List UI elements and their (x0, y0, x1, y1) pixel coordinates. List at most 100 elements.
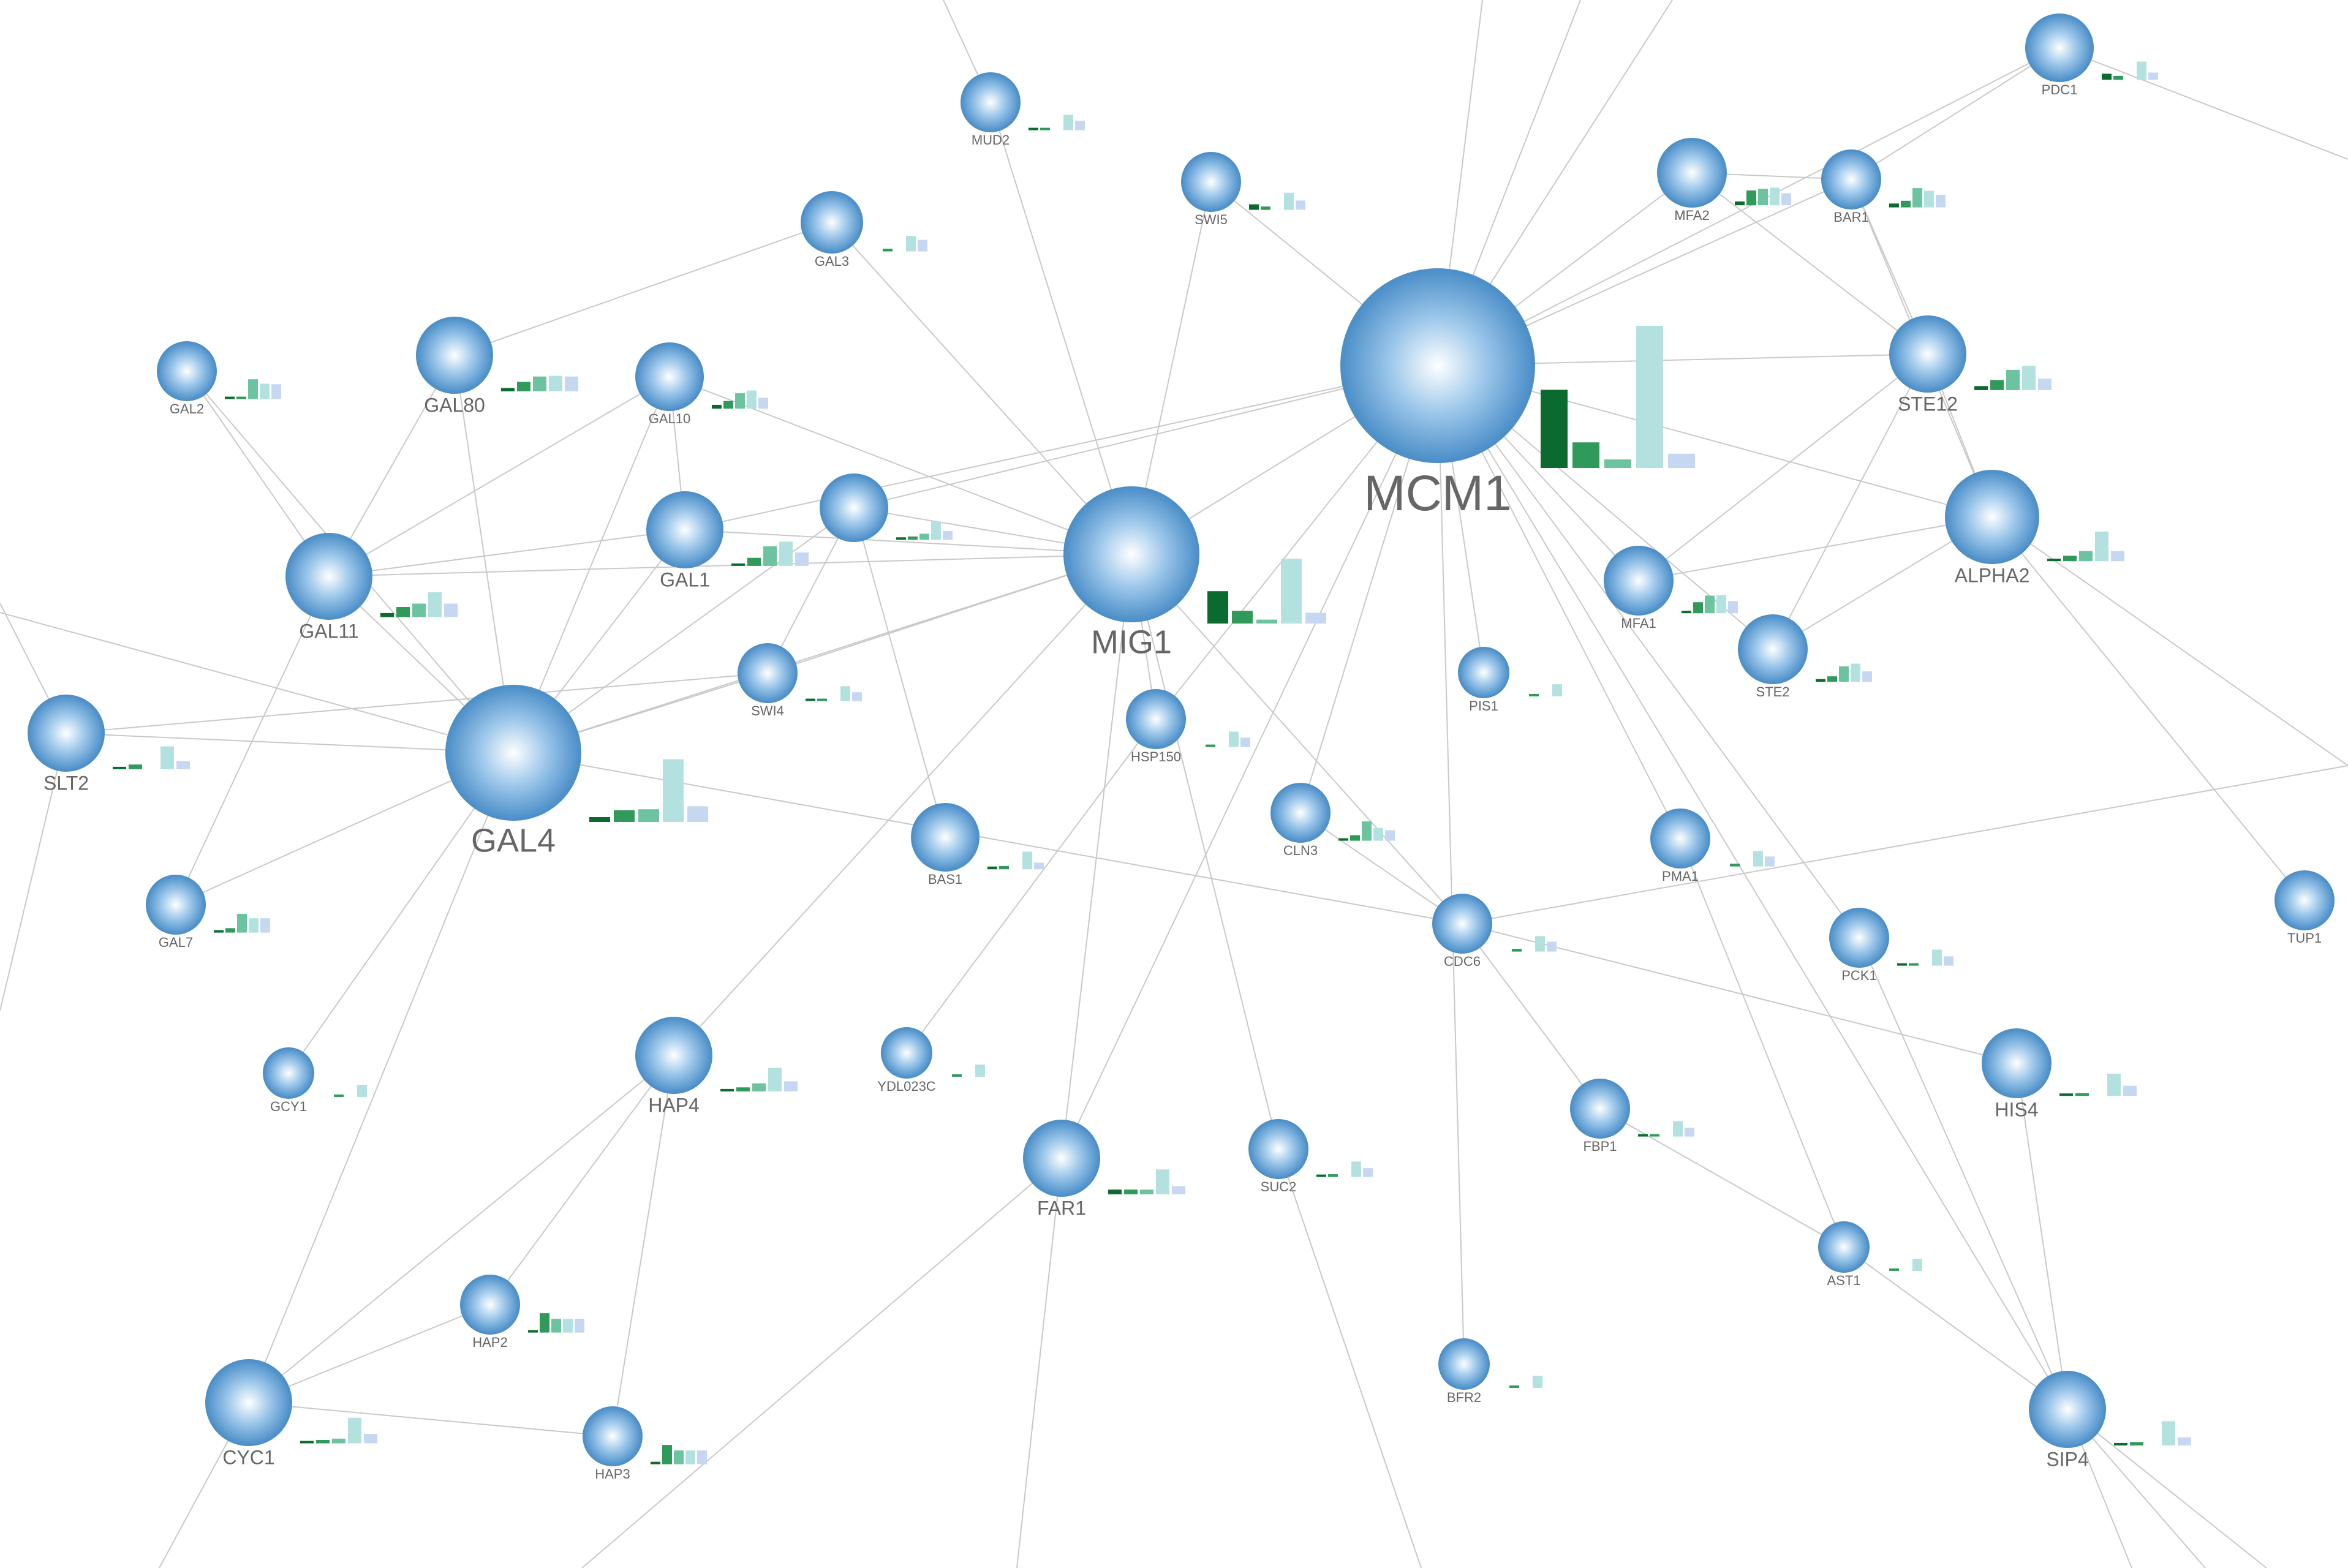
node-circle[interactable] (460, 1275, 520, 1335)
node-circle[interactable] (961, 72, 1021, 132)
node-gal7[interactable]: GAL7 (146, 875, 270, 950)
node-fbp1[interactable]: FBP1 (1570, 1079, 1694, 1154)
node-circle[interactable] (2274, 870, 2335, 930)
node-alpha2[interactable]: ALPHA2 (1945, 470, 2124, 586)
node-sip4[interactable]: SIP4 (2029, 1371, 2191, 1470)
node-label: SUC2 (1261, 1179, 1297, 1194)
node-hap4[interactable]: HAP4 (635, 1017, 798, 1116)
node-mcm1[interactable]: MCM1 (1340, 268, 1695, 521)
node-ste12[interactable]: STE12 (1889, 315, 2052, 415)
node-his4[interactable]: HIS4 (1982, 1028, 2137, 1120)
node-swi5[interactable]: SWI5 (1181, 152, 1305, 227)
expression-bar (908, 536, 918, 540)
node-slt2[interactable]: SLT2 (28, 695, 190, 794)
node-circle[interactable] (635, 342, 704, 411)
node-gcy1[interactable]: GCY1 (263, 1047, 367, 1114)
node-swi4[interactable]: SWI4 (738, 643, 862, 718)
node-pis1[interactable]: PIS1 (1458, 647, 1562, 714)
node-pma1[interactable]: PMA1 (1650, 809, 1775, 884)
node-circle[interactable] (1063, 486, 1199, 622)
node-circle[interactable] (1340, 268, 1535, 463)
node-circle[interactable] (583, 1406, 643, 1466)
node-circle[interactable] (157, 341, 217, 401)
node-pdc1[interactable]: PDC1 (2025, 13, 2158, 97)
node-ydl023c[interactable]: YDL023C (877, 1027, 985, 1094)
node-gal4[interactable]: GAL4 (445, 685, 708, 859)
node-cln3[interactable]: CLN3 (1270, 783, 1395, 858)
node-cyc1[interactable]: CYC1 (205, 1359, 377, 1468)
node-circle[interactable] (1982, 1028, 2052, 1098)
node-mig1[interactable]: MIG1 (1063, 486, 1326, 660)
node-hap2[interactable]: HAP2 (460, 1275, 584, 1350)
node-circle[interactable] (1270, 783, 1331, 843)
node-mud2[interactable]: MUD2 (961, 72, 1085, 148)
edge-hsp150-ydl023c (906, 718, 1157, 1054)
node-bas1[interactable]: BAS1 (911, 803, 1044, 887)
expression-bar (533, 376, 546, 391)
node-circle[interactable] (285, 533, 372, 620)
expression-bar (2022, 366, 2036, 390)
node-circle[interactable] (1821, 149, 1881, 209)
expression-bar (752, 1083, 766, 1091)
node-circle[interactable] (1738, 614, 1808, 684)
node-label: HAP2 (472, 1335, 507, 1350)
node-circle[interactable] (820, 473, 888, 542)
node-circle[interactable] (1438, 1338, 1490, 1390)
expression-bar (614, 810, 635, 822)
node-bfr2[interactable]: BFR2 (1438, 1338, 1542, 1405)
node-circle[interactable] (1023, 1120, 1100, 1197)
node-circle[interactable] (1126, 689, 1186, 749)
node-circle[interactable] (445, 685, 581, 821)
node-circle[interactable] (801, 191, 863, 254)
node-gal80[interactable]: GAL80 (416, 317, 578, 416)
node-pck1[interactable]: PCK1 (1829, 908, 1954, 983)
node-circle[interactable] (911, 803, 980, 872)
node-circle[interactable] (646, 491, 723, 568)
node-hsp150[interactable]: HSP150 (1126, 689, 1250, 764)
node-circle[interactable] (205, 1359, 292, 1446)
node-circle[interactable] (1604, 546, 1674, 616)
node-circle[interactable] (1829, 908, 1889, 968)
node-gal2[interactable]: GAL2 (157, 341, 281, 417)
node-circle[interactable] (1650, 809, 1710, 869)
node-mfa1[interactable]: MFA1 (1604, 546, 1738, 631)
node-circle[interactable] (881, 1027, 932, 1079)
node-circle[interactable] (1657, 138, 1727, 208)
node-cdc6[interactable]: CDC6 (1432, 894, 1557, 969)
node-circle[interactable] (1432, 894, 1492, 954)
node-gal3[interactable]: GAL3 (801, 191, 927, 269)
node-unlabeled[interactable] (820, 473, 953, 542)
node-circle[interactable] (1458, 647, 1509, 698)
node-suc2[interactable]: SUC2 (1248, 1119, 1373, 1194)
node-gal1[interactable]: GAL1 (646, 491, 809, 590)
node-ast1[interactable]: AST1 (1818, 1221, 1922, 1288)
node-ste2[interactable]: STE2 (1738, 614, 1872, 699)
node-circle[interactable] (28, 695, 105, 772)
expression-bar (883, 249, 893, 252)
node-circle[interactable] (1818, 1221, 1870, 1273)
edge-mig1-gal3 (831, 222, 1132, 555)
expression-bar (2130, 1442, 2143, 1446)
node-circle[interactable] (416, 317, 493, 394)
node-circle[interactable] (1181, 152, 1241, 212)
node-tup1[interactable]: TUP1 (2274, 870, 2335, 946)
node-hap3[interactable]: HAP3 (583, 1406, 707, 1482)
node-circle[interactable] (263, 1047, 314, 1099)
node-gal11[interactable]: GAL11 (285, 533, 458, 642)
node-circle[interactable] (1248, 1119, 1308, 1179)
node-circle[interactable] (2029, 1371, 2106, 1448)
node-circle[interactable] (2025, 13, 2094, 82)
expression-bar (1261, 206, 1270, 210)
node-circle[interactable] (635, 1017, 712, 1094)
node-circle[interactable] (146, 875, 206, 935)
node-circle[interactable] (1945, 470, 2039, 564)
node-bar1[interactable]: BAR1 (1821, 149, 1946, 225)
node-mfa2[interactable]: MFA2 (1657, 138, 1791, 223)
node-label: MIG1 (1091, 624, 1172, 660)
node-far1[interactable]: FAR1 (1023, 1120, 1185, 1219)
node-gal10[interactable]: GAL10 (635, 342, 768, 426)
node-circle[interactable] (1570, 1079, 1630, 1139)
node-circle[interactable] (738, 643, 798, 703)
node-circle[interactable] (1889, 315, 1966, 393)
